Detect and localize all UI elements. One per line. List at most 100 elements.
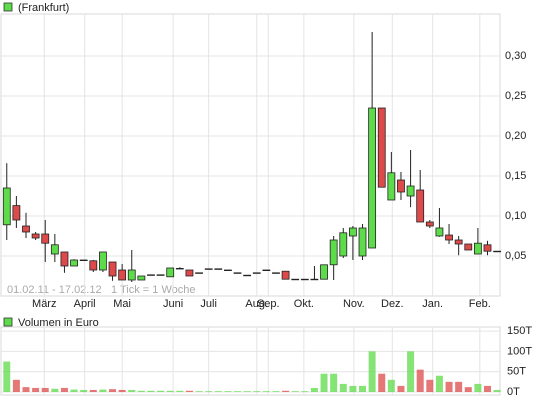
candle-body: [166, 267, 175, 278]
candle-body: [156, 274, 165, 276]
candle-body: [137, 275, 146, 281]
volume-tick-label: 0T: [507, 386, 520, 398]
candle-body: [425, 221, 434, 227]
candle-body: [127, 269, 136, 281]
candle-body: [99, 251, 107, 271]
candle-body: [89, 260, 98, 271]
volume-bar: [378, 373, 386, 392]
volume-bar: [214, 391, 222, 392]
volume-tick-label: 50T: [507, 366, 526, 378]
candle-body: [281, 270, 290, 280]
candle-body: [204, 268, 213, 270]
x-tick-label: Juni: [163, 298, 183, 310]
volume-bar: [32, 387, 40, 392]
price-frame: [0, 13, 501, 297]
legend-label: (Frankfurt): [18, 2, 69, 14]
y-tick-label: 0,20: [505, 130, 526, 142]
candle-body: [300, 278, 309, 281]
x-tick-label: Juli: [200, 298, 217, 310]
candle-body: [252, 272, 261, 274]
candle-body: [406, 185, 415, 197]
tick-note: 1 Tick = 1 Woche: [111, 284, 195, 296]
volume-bar: [426, 379, 434, 392]
candle-body: [70, 259, 78, 267]
candle-body: [50, 244, 59, 255]
candle-body: [387, 172, 396, 201]
volume-bar: [51, 388, 59, 392]
volume-bar: [70, 389, 78, 392]
volume-bar: [320, 373, 328, 392]
volume-bar: [397, 385, 405, 392]
candle-body: [108, 261, 117, 277]
candle-body: [147, 274, 155, 276]
volume-bar: [349, 385, 357, 392]
candle-body: [291, 278, 300, 281]
candle-body: [195, 272, 203, 274]
candle-body: [329, 239, 338, 266]
candle-body: [224, 269, 232, 272]
candle-body: [348, 227, 357, 237]
x-tick-label: Nov.: [343, 298, 365, 310]
volume-bar: [243, 391, 251, 392]
volume-frame: [0, 326, 501, 396]
candle-body: [2, 187, 11, 226]
legend-swatch: [3, 317, 13, 327]
x-tick-label: Aug.: [245, 298, 268, 310]
x-tick-label: April: [74, 298, 96, 310]
candle-body: [358, 227, 367, 257]
volume-bar: [474, 383, 482, 392]
volume-bar: [118, 389, 126, 392]
y-tick-label: 0,10: [505, 210, 526, 222]
candle-body: [310, 278, 319, 281]
candle-body: [22, 225, 30, 233]
candle-body: [233, 272, 242, 274]
candle-body: [272, 272, 280, 274]
candle-body: [339, 232, 348, 257]
x-tick-label: Dez.: [381, 298, 404, 310]
volume-bar: [435, 375, 443, 392]
volume-bar: [80, 389, 88, 392]
candle-body: [175, 267, 184, 270]
volume-bar: [310, 387, 318, 392]
candle-body: [483, 244, 492, 252]
candle-body: [31, 233, 40, 239]
candle-body: [243, 274, 252, 277]
volume-bar: [484, 385, 492, 392]
volume-bar: [109, 389, 117, 392]
candle-body: [60, 251, 69, 267]
volume-bar: [282, 390, 290, 392]
y-tick-label: 0,15: [505, 170, 526, 182]
candle-body: [464, 243, 473, 251]
volume-bar: [166, 390, 174, 392]
x-tick-label: März: [32, 298, 56, 310]
volume-bar: [22, 387, 30, 392]
y-tick-label: 0,05: [505, 250, 526, 262]
volume-bar: [157, 390, 165, 392]
volume-bar: [99, 389, 107, 392]
candle-body: [185, 269, 194, 277]
volume-bar: [205, 391, 213, 392]
volume-bar: [234, 391, 242, 392]
candle-body: [377, 107, 386, 188]
volume-bar: [224, 391, 232, 392]
range-note: 01.02.11 - 17.02.12: [7, 284, 102, 296]
candle-body: [473, 242, 482, 255]
candle-body: [445, 234, 453, 241]
y-tick-label: 0,30: [505, 50, 526, 62]
x-tick-label: Feb.: [469, 298, 491, 310]
volume-bar: [147, 390, 155, 392]
x-tick-label: Okt.: [294, 298, 314, 310]
volume-tick-label: 100T: [507, 345, 532, 357]
volume-bar: [301, 391, 309, 392]
candle-body: [12, 205, 21, 221]
volume-bar: [493, 389, 501, 392]
candle-body: [368, 107, 377, 249]
volume-bar: [455, 381, 463, 392]
volume-bar: [195, 391, 203, 392]
volume-bar: [291, 391, 299, 392]
x-tick-label: Sep.: [257, 298, 280, 310]
volume-bar: [12, 379, 20, 392]
volume-bar: [3, 361, 11, 392]
volume-bar: [137, 390, 145, 392]
volume-bar: [176, 390, 184, 392]
